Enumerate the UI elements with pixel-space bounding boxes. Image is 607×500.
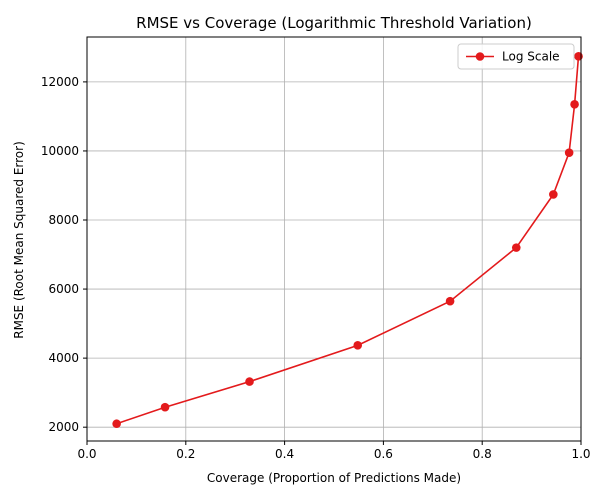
data-point: [549, 190, 558, 199]
data-point: [112, 419, 121, 429]
x-tick-label: 0.4: [275, 447, 294, 461]
data-point: [445, 296, 455, 306]
x-tick-label: 0.0: [77, 447, 96, 461]
chart-title: RMSE vs Coverage (Logarithmic Threshold …: [136, 14, 532, 32]
y-tick-label: 6000: [48, 282, 79, 296]
series-line: [116, 56, 580, 425]
series-layer: [112, 52, 583, 429]
x-tick-label: 0.8: [473, 447, 492, 461]
x-tick-label: 1.0: [571, 447, 590, 461]
legend-label: Log Scale: [502, 50, 560, 64]
x-tick-label: 0.2: [176, 447, 195, 461]
y-axis-label: RMSE (Root Mean Squared Error): [12, 141, 26, 339]
data-point: [574, 52, 583, 61]
x-axis-label: Coverage (Proportion of Predictions Made…: [207, 471, 461, 485]
legend: Log Scale: [457, 43, 575, 70]
data-point: [245, 377, 254, 386]
legend-marker: [475, 52, 485, 61]
data-point: [564, 148, 574, 157]
y-tick-label: 4000: [48, 351, 79, 365]
y-tick-label: 10000: [41, 144, 79, 158]
y-tick-label: 2000: [48, 420, 79, 434]
legend-box: [457, 43, 575, 70]
y-tick-label: 8000: [48, 213, 79, 227]
gridlines: [86, 37, 582, 441]
x-tick-label: 0.6: [374, 447, 393, 461]
plot-area: [86, 36, 582, 442]
x-axis: 0.0 0.2 0.4 0.6 0.8 1.0: [77, 441, 591, 461]
data-point: [353, 341, 363, 350]
data-point: [160, 402, 170, 412]
data-point: [570, 100, 579, 109]
data-point: [511, 243, 521, 252]
y-axis: 2000 4000 6000 8000 10000 12000: [41, 75, 87, 434]
y-tick-label: 12000: [41, 75, 79, 89]
